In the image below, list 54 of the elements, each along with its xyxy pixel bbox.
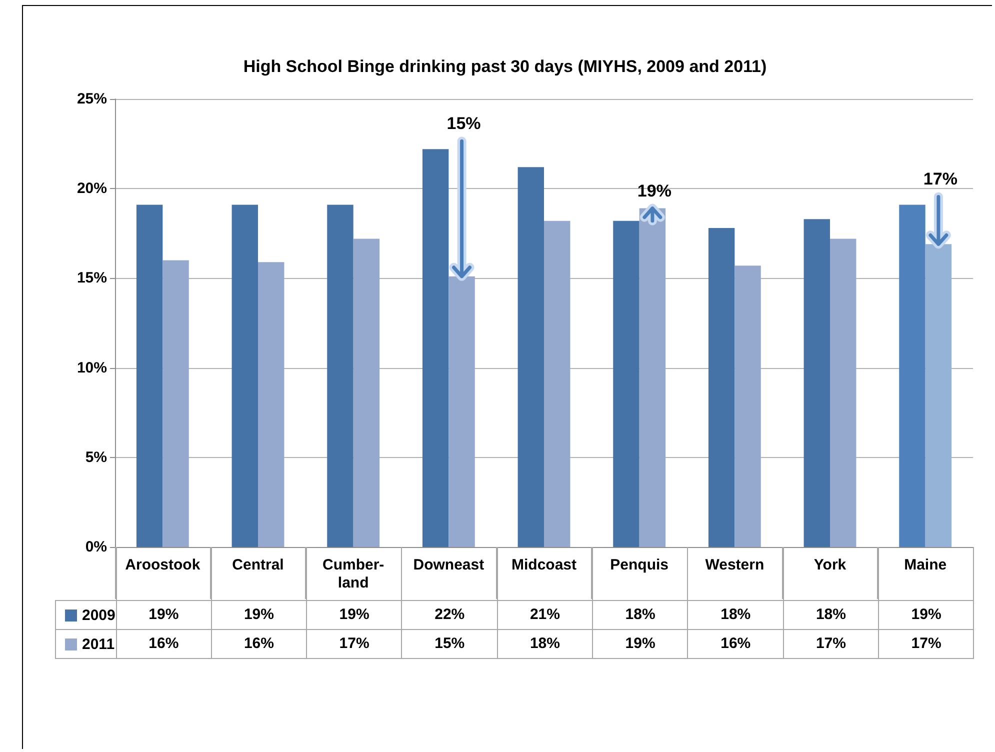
data-label: 17%	[783, 629, 879, 658]
bar	[518, 167, 544, 547]
data-label: 18%	[592, 600, 688, 629]
data-label: 16%	[211, 629, 307, 658]
y-tick-label: 25%	[76, 90, 107, 108]
bar	[232, 204, 258, 547]
data-label: 16%	[116, 629, 212, 658]
y-tick-label: 15%	[76, 270, 107, 287]
x-tick-label: Aroostook	[125, 556, 201, 574]
bar	[258, 262, 284, 547]
data-label: 18%	[497, 629, 593, 658]
y-tick-label: 10%	[76, 359, 107, 376]
y-tick-label: 5%	[85, 448, 107, 466]
bar	[899, 204, 926, 547]
x-tick-label: Penquis	[610, 556, 669, 574]
y-tick-label: 0%	[85, 538, 107, 556]
x-tick-label: Central	[232, 556, 284, 574]
bar	[708, 228, 735, 547]
x-tick-label: Cumber-land	[322, 556, 384, 592]
annotation: 17%	[923, 170, 958, 189]
bar	[136, 204, 163, 547]
data-label: 22%	[402, 600, 498, 629]
chart-title: High School Binge drinking past 30 days (MIYHS, 2009 and 2011)	[243, 57, 767, 76]
x-tick-label: Midcoast	[511, 556, 577, 574]
data-label: 19%	[116, 600, 212, 629]
bar	[422, 149, 449, 547]
data-label: 19%	[878, 600, 974, 629]
bar	[734, 266, 761, 547]
x-tick-label: York	[814, 556, 847, 574]
data-label: 19%	[592, 629, 688, 658]
annotation: 19%	[637, 181, 672, 200]
bar	[544, 220, 570, 547]
y-tick-label: 20%	[76, 180, 107, 198]
data-label: 21%	[497, 600, 593, 629]
bar	[353, 238, 380, 547]
x-tick-label: Maine	[904, 556, 947, 574]
bar	[830, 238, 856, 547]
data-label: 18%	[688, 600, 784, 629]
annotation: 15%	[446, 114, 481, 134]
data-label: 16%	[688, 629, 784, 658]
x-tick-label: Western	[705, 556, 764, 574]
data-label: 19%	[306, 600, 402, 629]
bar	[804, 219, 830, 547]
legend-label: 2011	[82, 636, 115, 653]
data-label: 19%	[211, 600, 307, 629]
bar	[327, 204, 354, 547]
bar	[613, 220, 640, 547]
legend-label: 2009	[82, 607, 116, 624]
x-tick-label: Downeast	[413, 556, 484, 574]
data-label: 18%	[783, 600, 879, 629]
bar	[162, 260, 189, 547]
data-label: 17%	[306, 629, 402, 658]
data-label: 17%	[878, 629, 974, 658]
data-label: 15%	[402, 629, 498, 658]
